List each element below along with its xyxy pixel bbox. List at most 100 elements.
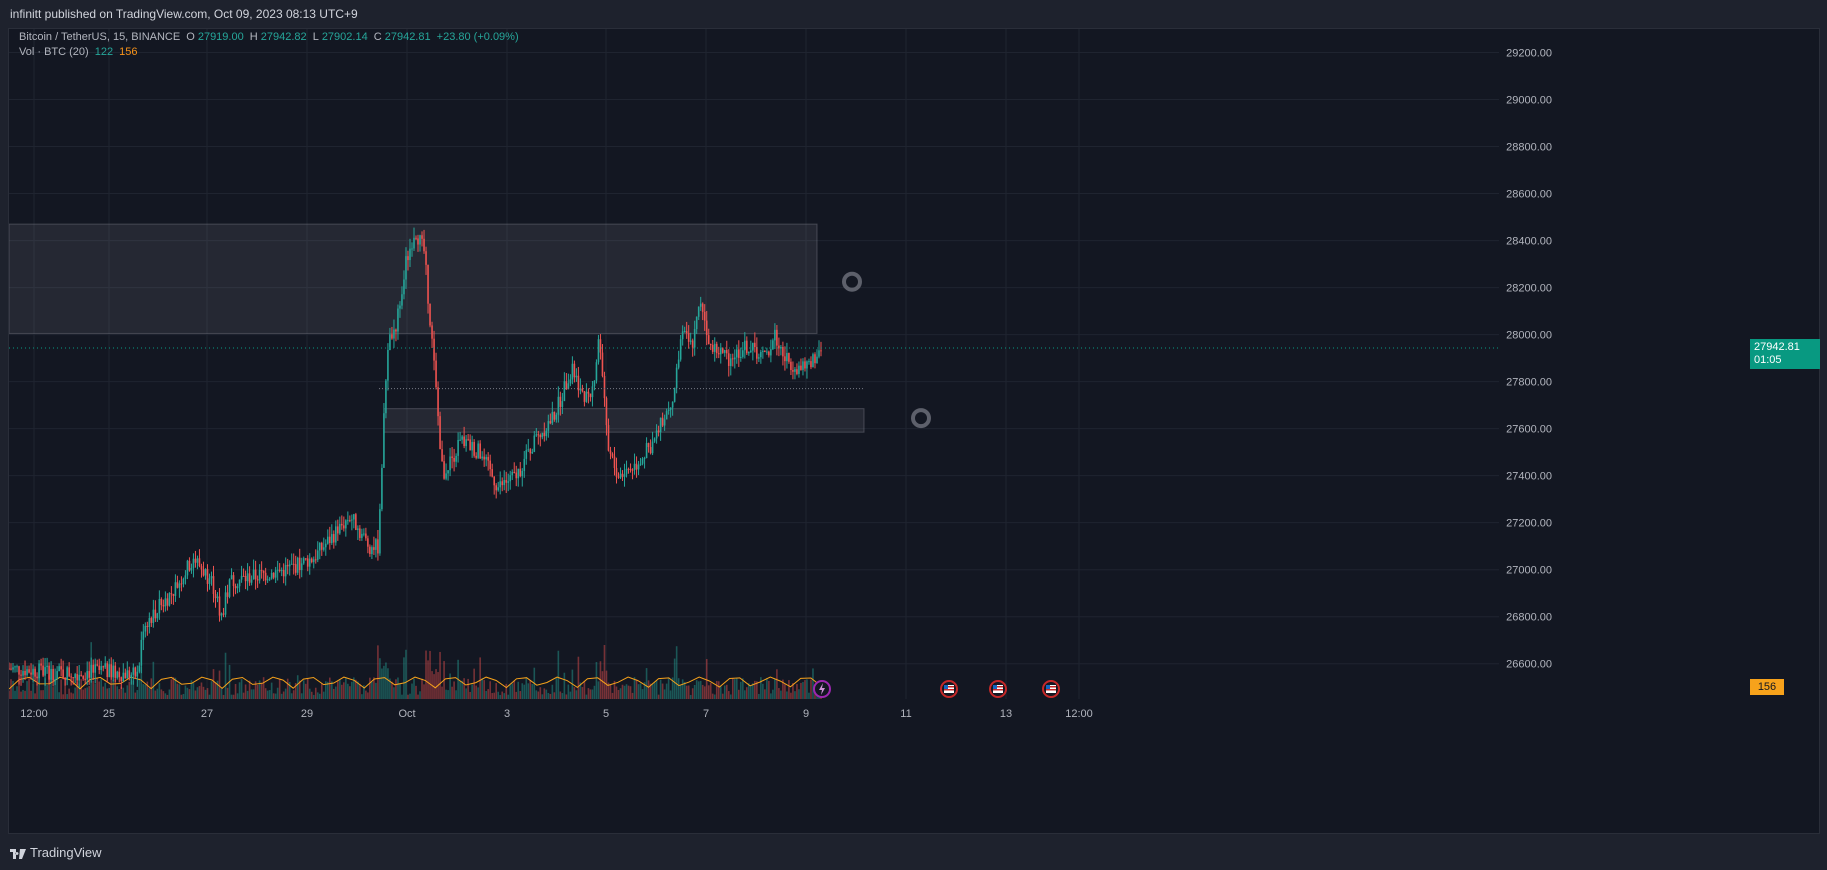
candle-body <box>395 329 397 332</box>
candle-body <box>18 666 20 675</box>
candle-body <box>451 456 453 458</box>
volume-bar <box>152 661 155 699</box>
candle-body <box>146 625 149 628</box>
candle-body <box>659 417 662 433</box>
volume-bar <box>48 675 50 699</box>
anchor-circle-icon <box>911 408 931 429</box>
volume-bar <box>270 682 273 699</box>
candle-body <box>98 665 101 671</box>
volume-bar <box>52 687 54 699</box>
candle-body <box>389 334 391 350</box>
candle-body <box>186 560 189 576</box>
volume-bar <box>18 677 20 699</box>
volume-bar <box>100 679 103 699</box>
volume-bar <box>445 689 447 699</box>
candle-body <box>617 476 620 478</box>
candle-body <box>190 567 193 571</box>
candle-body <box>693 329 696 348</box>
volume-bar <box>308 688 311 699</box>
candle-body <box>34 668 36 677</box>
x-tick-label: 5 <box>603 708 609 720</box>
candle-body <box>198 558 201 567</box>
candle-body <box>621 473 624 477</box>
volume-bar <box>76 681 78 699</box>
candle-body <box>138 665 141 672</box>
candle-body <box>20 674 22 676</box>
candle-body <box>361 533 363 538</box>
volume-bar <box>192 682 195 699</box>
candle-body <box>631 469 634 471</box>
volume-bar <box>629 686 632 699</box>
volume-bar <box>653 682 656 699</box>
candle-body <box>557 396 560 415</box>
candle-body <box>320 542 323 550</box>
volume-bar <box>641 689 644 699</box>
candle-body <box>178 583 181 588</box>
anchor-circle-icon <box>842 271 862 292</box>
candle-body <box>449 456 451 471</box>
volume-bar <box>318 693 321 699</box>
volume-bar <box>399 684 401 699</box>
volume-bar <box>529 680 532 699</box>
volume-bar <box>790 692 792 699</box>
candle-body <box>184 575 187 579</box>
candle-body <box>563 381 566 402</box>
candle-body <box>713 343 716 352</box>
us-flag-icon[interactable] <box>1042 680 1060 698</box>
candle-body <box>228 579 231 597</box>
volume-bar <box>786 691 788 699</box>
candle-body <box>705 320 708 336</box>
volume-bar <box>760 677 762 699</box>
candle-body <box>591 386 594 398</box>
candle-body <box>583 391 586 402</box>
volume-bar <box>792 683 794 699</box>
footer-brand[interactable]: TradingView <box>0 836 1827 870</box>
candle-body <box>365 533 367 539</box>
volume-bar <box>411 683 413 699</box>
x-tick-label: 3 <box>504 708 510 720</box>
volume-bar <box>30 690 32 699</box>
flash-event-icon[interactable] <box>813 680 831 698</box>
candle-body <box>499 481 502 488</box>
chart-pane[interactable]: 29200.00 29000.00 28800.00 28600.00 28400.00… <box>8 28 1820 834</box>
volume-bar <box>44 678 46 699</box>
us-flag-icon[interactable] <box>989 680 1007 698</box>
candle-body <box>719 348 722 355</box>
us-flag-icon[interactable] <box>940 680 958 698</box>
candle-body <box>164 598 167 607</box>
volume-bar <box>719 686 722 699</box>
volume-bar <box>236 693 239 699</box>
volume-bar <box>220 688 223 699</box>
candle-body <box>681 331 684 340</box>
volume-bar <box>527 683 530 699</box>
candle-body <box>373 547 375 550</box>
volume-bar <box>679 684 682 699</box>
volume-bar <box>501 691 504 699</box>
candle-body <box>453 457 455 462</box>
candle-body <box>64 677 66 680</box>
x-tick-label: 25 <box>103 708 115 720</box>
volume-bar <box>36 683 38 699</box>
candle-body <box>812 354 814 368</box>
volume-bar <box>12 680 14 699</box>
candle-body <box>148 618 151 628</box>
volume-bar <box>493 692 495 699</box>
candle-body <box>84 678 86 680</box>
candle-body <box>208 578 211 584</box>
candle-body <box>300 563 303 571</box>
candle-body <box>276 569 279 571</box>
candle-body <box>645 443 648 459</box>
volume-bar <box>292 690 295 699</box>
volume-bar <box>282 691 285 699</box>
volume-bar <box>742 678 744 699</box>
candle-body <box>577 375 580 391</box>
candle-body <box>112 665 115 678</box>
chart-canvas[interactable]: 29200.00 29000.00 28800.00 28600.00 28400.00… <box>9 29 1819 833</box>
volume-bar <box>272 693 275 699</box>
candle-body <box>479 443 481 459</box>
candle-body <box>820 350 822 352</box>
candle-body <box>495 485 497 491</box>
candle-body <box>274 570 277 578</box>
volume-bar <box>180 694 183 699</box>
volume-bar <box>758 693 760 699</box>
